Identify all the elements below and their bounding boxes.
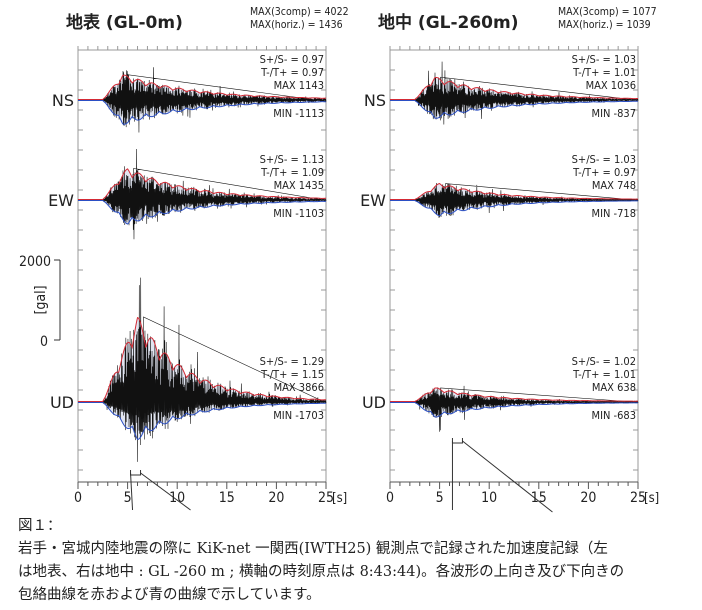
panel-borehole: [389, 46, 639, 513]
lower-envelope: [78, 200, 327, 225]
x-tick-label: 10: [169, 490, 185, 506]
x-tick-label: 25: [318, 490, 334, 506]
zoom-bracket: [451, 438, 463, 444]
t-ratio-label: T-/T+ = 0.97: [572, 166, 636, 179]
component-label: NS: [364, 91, 386, 110]
component-ud: [390, 385, 639, 432]
s-ratio-label: S+/S- = 1.02: [572, 355, 636, 368]
min-value-label: MIN -1103: [273, 207, 324, 220]
min-value-label: MIN -1703: [273, 409, 324, 422]
caption-line-3: 包絡曲線を赤および青の曲線で示しています。: [18, 587, 321, 603]
s-ratio-label: S+/S- = 1.29: [260, 355, 324, 368]
zoom-bracket: [130, 470, 142, 476]
gal-scale-label-0: 0: [40, 334, 48, 350]
upper-envelope: [78, 74, 327, 100]
max-value-label: MAX 638: [592, 381, 636, 394]
lower-envelope: [390, 200, 639, 217]
component-label: UD: [50, 393, 74, 412]
x-tick-label: 15: [531, 490, 547, 506]
zoom-leader-line: [140, 472, 191, 511]
component-label: NS: [52, 91, 74, 110]
x-tick-label: 20: [268, 490, 284, 506]
t-ratio-label: T-/T+ = 1.15: [260, 368, 324, 381]
x-tick-label: 5: [124, 490, 132, 506]
x-tick-label: 25: [630, 490, 646, 506]
max-3comp-label: MAX(3comp) = 4022: [250, 6, 349, 18]
x-tick-label: 0: [74, 490, 82, 506]
component-label: UD: [362, 393, 386, 412]
s-ratio-label: S+/S- = 0.97: [260, 53, 324, 66]
component-ew: [78, 148, 327, 240]
lower-envelope: [78, 402, 327, 440]
min-value-label: MIN -837: [592, 107, 636, 120]
component-ew: [390, 183, 639, 218]
caption-line-1: 岩手・宮城内陸地震の際に KiK-net 一関西(IWTH25) 観測点で記録さ…: [18, 541, 608, 557]
max-value-label: MAX 1435: [274, 179, 324, 192]
x-tick-label: 10: [481, 490, 497, 506]
x-tick-label: 20: [580, 490, 596, 506]
lower-envelope: [390, 100, 639, 119]
panel-surface: [77, 46, 327, 511]
min-value-label: MIN -683: [592, 409, 636, 422]
gal-scale-label-2000: 2000: [19, 254, 51, 270]
t-ratio-label: T-/T+ = 1.01: [572, 66, 636, 79]
x-axis-label: [s]: [332, 491, 347, 506]
waveform-trace: [78, 67, 327, 133]
max-horiz-label: MAX(horiz.) = 1436: [250, 19, 343, 31]
x-tick-label: 5: [436, 490, 444, 506]
lower-envelope: [78, 100, 327, 125]
lower-envelope: [390, 402, 639, 418]
component-ns: [78, 67, 327, 133]
x-tick-label: 15: [219, 490, 235, 506]
upper-envelope: [78, 317, 327, 402]
component-label: EW: [48, 191, 74, 210]
y-axis-label: [gal]: [33, 285, 49, 314]
max-value-label: MAX 748: [592, 179, 636, 192]
s-ratio-label: S+/S- = 1.13: [260, 153, 324, 166]
upper-envelope: [78, 168, 327, 200]
max-value-label: MAX 1036: [586, 79, 636, 92]
upper-envelope: [390, 76, 639, 100]
figure-caption: 図１： 岩手・宮城内陸地震の際に KiK-net 一関西(IWTH25) 観測点…: [18, 515, 698, 607]
zoom-leader-line: [462, 440, 553, 513]
upper-envelope: [390, 183, 639, 200]
panel-title: 地中 (GL-260m): [378, 12, 519, 33]
x-axis-label: [s]: [644, 491, 659, 506]
t-ratio-label: T-/T+ = 0.97: [260, 66, 324, 79]
s-ratio-label: S+/S- = 1.03: [572, 153, 636, 166]
caption-label: 図１：: [18, 518, 62, 534]
t-ratio-label: T-/T+ = 1.09: [260, 166, 324, 179]
caption-line-2: は地表、右は地中 : GL -260 m ; 横軸の時刻原点は 8:43:44)…: [18, 564, 625, 580]
min-value-label: MIN -1113: [273, 107, 324, 120]
zoom-leader-line: [130, 472, 134, 511]
max-value-label: MAX 1143: [274, 79, 324, 92]
component-label: EW: [360, 191, 386, 210]
upper-envelope: [390, 387, 639, 402]
max-horiz-label: MAX(horiz.) = 1039: [558, 19, 651, 31]
x-tick-label: 0: [386, 490, 394, 506]
component-ud: [78, 277, 327, 462]
max-3comp-label: MAX(3comp) = 1077: [558, 6, 657, 18]
min-value-label: MIN -718: [592, 207, 636, 220]
waveform-trace: [390, 385, 639, 432]
panel-title: 地表 (GL-0m): [66, 12, 183, 33]
component-ns: [390, 61, 639, 125]
s-ratio-label: S+/S- = 1.03: [572, 53, 636, 66]
max-value-label: MAX 3866: [274, 381, 324, 394]
t-ratio-label: T-/T+ = 1.01: [572, 368, 636, 381]
